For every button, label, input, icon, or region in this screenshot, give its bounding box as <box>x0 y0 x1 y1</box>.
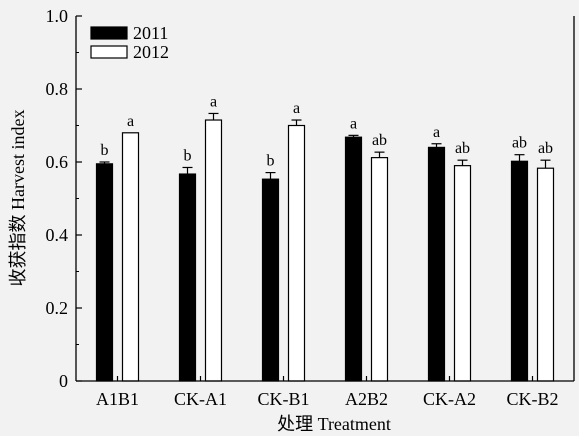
y-tick-label: 0.2 <box>46 298 69 318</box>
bar-2011 <box>510 160 529 382</box>
bar-2011 <box>344 136 363 382</box>
bar-2011 <box>95 163 114 382</box>
legend-swatch-2011 <box>90 26 128 40</box>
significance-label: ab <box>512 135 527 152</box>
significance-label: b <box>184 147 192 164</box>
bar-2012 <box>453 165 472 382</box>
significance-label: a <box>127 113 134 130</box>
legend-swatch-2012 <box>90 45 128 59</box>
x-tick-label: A2B2 <box>345 389 388 409</box>
y-tick-label: 0 <box>59 371 68 391</box>
y-tick-label: 1.0 <box>46 6 69 26</box>
bar-2012 <box>121 132 140 382</box>
significance-label: a <box>293 100 300 117</box>
bar-2011 <box>261 178 280 382</box>
y-axis-title: 收获指数 Harvest index <box>8 110 28 287</box>
significance-label: b <box>267 153 275 170</box>
significance-label: ab <box>538 140 553 157</box>
y-tick-label: 0.8 <box>46 79 69 99</box>
significance-label: a <box>433 124 440 141</box>
significance-label: ab <box>372 132 387 149</box>
legend-label: 2011 <box>133 23 168 43</box>
bar-2011 <box>178 173 197 382</box>
legend-label: 2012 <box>133 42 169 62</box>
x-tick-label: CK-B1 <box>257 389 309 409</box>
x-tick-label: A1B1 <box>96 389 139 409</box>
bar-2012 <box>287 124 306 382</box>
x-tick-label: CK-A2 <box>423 389 476 409</box>
bar-2012 <box>370 157 389 382</box>
bar-2011 <box>427 146 446 382</box>
significance-label: b <box>101 142 109 159</box>
y-tick-label: 0.6 <box>46 152 69 172</box>
bar-2012 <box>204 119 223 382</box>
x-axis-title: 处理 Treatment <box>277 414 391 434</box>
x-tick-label: CK-B2 <box>506 389 558 409</box>
bar-2012 <box>536 167 555 382</box>
axes: 0 0.2 0.4 0.6 0.8 1.0 A1B1 CK-A1 CK-B1 A2B2 CK-A2 C… <box>46 6 575 409</box>
significance-label: a <box>350 115 357 132</box>
significance-label: ab <box>455 140 470 157</box>
y-tick-label: 0.4 <box>46 225 69 245</box>
x-tick-label: CK-A1 <box>174 389 227 409</box>
significance-label: a <box>210 93 217 110</box>
